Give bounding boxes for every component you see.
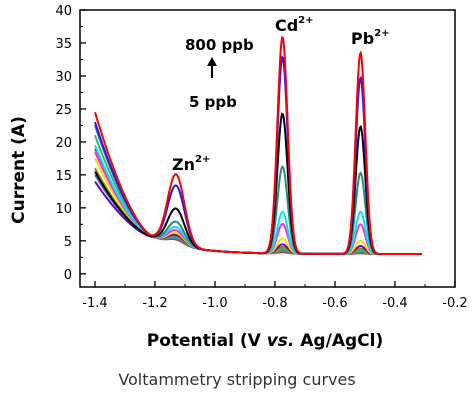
y-axis-label: Current (A)	[9, 116, 29, 224]
series-line	[94, 35, 422, 256]
x-tick-label: -1.0	[202, 296, 227, 311]
conc-arrow	[207, 57, 217, 78]
y-tick-label: 30	[55, 70, 72, 85]
plot-frame	[79, 9, 456, 288]
series-line	[94, 134, 422, 256]
x-tick-label: -1.4	[82, 296, 107, 311]
y-tick-label: 5	[64, 235, 72, 250]
x-axis-label: Potential (V vs. Ag/AgCl)	[147, 331, 383, 351]
series-line	[94, 157, 422, 256]
zn-label: Zn2+	[172, 154, 210, 174]
y-tick-label: 25	[55, 103, 72, 118]
x-tick-label: -0.6	[322, 296, 347, 311]
y-tick-label: 40	[55, 4, 72, 19]
x-tick-label: -0.8	[262, 296, 287, 311]
y-tick-label: 0	[64, 268, 72, 283]
pb-label: Pb2+	[351, 28, 390, 48]
plot-area	[94, 35, 422, 256]
series-line	[94, 144, 422, 256]
series-line	[94, 55, 422, 256]
series-line	[94, 112, 422, 256]
x-tick-label: -1.2	[142, 296, 167, 311]
cd-label: Cd2+	[275, 15, 314, 35]
axes: -1.4 -1.2 -1.0 -0.8 -0.6 -0.4 -0.2 0 5 10 15 20 25 30…	[55, 4, 467, 311]
y-tick-label: 15	[55, 169, 72, 184]
y-tick-label: 35	[55, 37, 72, 52]
conc-low-label: 5 ppb	[189, 93, 237, 111]
series-line	[94, 148, 422, 256]
annotations: 800 ppb 5 ppb Zn2+ Cd2+ Pb2+	[172, 15, 390, 174]
series-line	[94, 151, 422, 256]
figure-caption: Voltammetry stripping curves	[118, 370, 356, 389]
x-tick-label: -0.4	[382, 296, 407, 311]
y-tick-label: 20	[55, 136, 72, 151]
conc-high-label: 800 ppb	[185, 36, 254, 54]
voltammetry-chart: -1.4 -1.2 -1.0 -0.8 -0.6 -0.4 -0.2 0 5 10 15 20 25 30…	[9, 4, 468, 351]
series-line	[94, 167, 422, 256]
x-tick-label: -0.2	[442, 296, 467, 311]
y-tick-label: 10	[55, 202, 72, 217]
